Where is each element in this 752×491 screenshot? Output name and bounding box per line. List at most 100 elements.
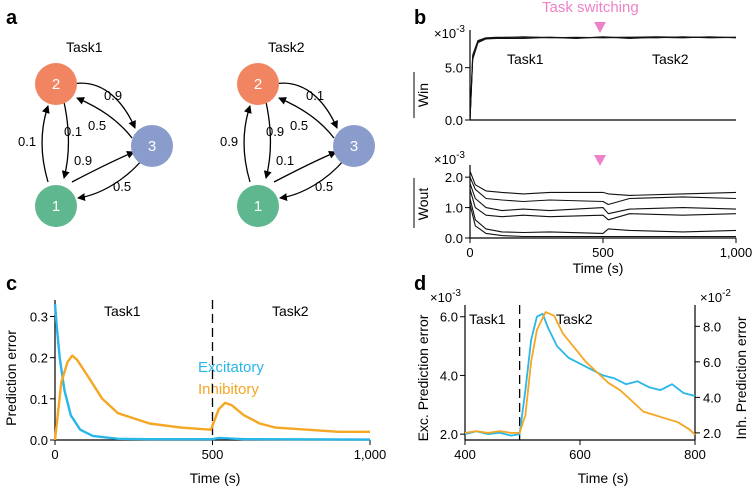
edge-3-to-2 xyxy=(76,97,133,139)
b-bottom-ytick-label: 0.0 xyxy=(445,231,463,246)
b-top-plot: 0.0 5.0 xyxy=(445,30,737,128)
c-ytick-label: 0.2 xyxy=(30,351,48,366)
weight-1-to-3: 0.9 xyxy=(74,153,92,168)
d-plot: 2.0 4.0 6.0 2.0 4.0 6.0 8.0 400 600 800 xyxy=(440,305,721,462)
node-3 xyxy=(333,125,375,167)
c-task2-label: Task2 xyxy=(272,303,309,319)
b-top-line-w2 xyxy=(469,36,737,121)
d-xlabel: Time (s) xyxy=(578,470,629,486)
edge-3-to-1 xyxy=(279,159,345,202)
edge-3-to-2 xyxy=(278,97,335,139)
b-bottom-ytick-label: 2.0 xyxy=(445,170,463,185)
network-task2-title: Task2 xyxy=(268,39,305,55)
node-2-label: 2 xyxy=(254,76,262,93)
d-left-exponent: ×10-3 xyxy=(430,288,461,305)
d-line-inhibitory xyxy=(464,311,696,436)
c-ytick-label: 0.1 xyxy=(30,392,48,407)
network-task1-title: Task1 xyxy=(66,39,103,55)
weight-3-to-2: 0.5 xyxy=(88,118,106,133)
node-1-label: 1 xyxy=(254,198,262,215)
d-line-excitatory xyxy=(464,312,696,437)
panel-c: c Task1 Task2 Excitatory Inhibitory Pred… xyxy=(3,273,386,486)
weight-2-to-3: 0.1 xyxy=(306,88,324,103)
b-bottom-xtick-label: 0 xyxy=(466,245,473,260)
d-right-ytick-label: 8.0 xyxy=(703,319,721,334)
d-left-ytick-label: 2.0 xyxy=(440,427,458,442)
c-line-inhibitory xyxy=(53,354,370,441)
d-right-ytick-label: 2.0 xyxy=(703,426,721,441)
b-xlabel: Time (s) xyxy=(573,260,624,276)
weight-2-to-1: 0.1 xyxy=(64,124,82,139)
edge-1-to-3 xyxy=(273,151,337,183)
c-ylabel: Prediction error xyxy=(3,330,19,426)
d-xtick-label: 800 xyxy=(684,447,706,462)
c-task1-label: Task1 xyxy=(104,303,141,319)
d-right-ytick-label: 6.0 xyxy=(703,355,721,370)
weight-2-to-3: 0.9 xyxy=(104,88,122,103)
c-line-excitatory xyxy=(53,304,371,441)
b-bottom-line-w2 xyxy=(469,176,737,206)
weight-2-to-1: 0.9 xyxy=(266,124,284,139)
d-xtick-label: 600 xyxy=(569,447,591,462)
b-bottom-line-w6 xyxy=(469,204,736,238)
node-3-label: 3 xyxy=(148,138,156,155)
edge-2-to-3 xyxy=(71,82,136,129)
b-top-ylabel: Win xyxy=(415,83,431,107)
weight-1-to-3: 0.1 xyxy=(276,153,294,168)
d-left-ytick-label: 4.0 xyxy=(440,368,458,383)
edge-1-to-2 xyxy=(243,105,252,183)
weight-3-to-1: 0.5 xyxy=(315,179,333,194)
b-top-task2-label: Task2 xyxy=(652,51,689,67)
weight-1-to-2: 0.9 xyxy=(220,134,238,149)
d-right-ytick-label: 4.0 xyxy=(703,390,721,405)
b-top-exponent: ×10-3 xyxy=(434,24,465,41)
network-task1: Task1 2 3 1 0.9 0.5 0.1 0.1 0.9 0.5 xyxy=(18,39,173,227)
task-switching-label: Task switching xyxy=(542,0,639,16)
d-ylabel-right: Inh. Prediction error xyxy=(733,316,749,439)
panel-b: b Task switching ×10-3 ×10-3 Win Wout Ta… xyxy=(413,0,752,276)
c-ytick-label: 0.0 xyxy=(30,433,48,448)
c-xlabel: Time (s) xyxy=(190,470,241,486)
weight-3-to-1: 0.5 xyxy=(113,179,131,194)
c-ytick-label: 0.3 xyxy=(30,309,48,324)
b-top-ytick-label: 5.0 xyxy=(445,61,463,76)
weight-3-to-2: 0.5 xyxy=(290,118,308,133)
edge-2-to-1 xyxy=(263,101,272,179)
c-xtick-label: 1,000 xyxy=(354,447,387,462)
node-3 xyxy=(131,125,173,167)
panel-b-letter: b xyxy=(414,7,426,29)
edge-1-to-3 xyxy=(71,151,135,183)
b-bottom-xtick-label: 1,000 xyxy=(720,245,752,260)
edge-1-to-2 xyxy=(41,105,50,183)
panel-d-letter: d xyxy=(414,273,426,295)
legend-excitatory: Excitatory xyxy=(198,359,264,376)
panel-a-letter: a xyxy=(6,7,18,29)
panel-c-letter: c xyxy=(6,273,17,295)
d-xtick-label: 400 xyxy=(454,447,476,462)
b-bottom-ytick-label: 1.0 xyxy=(445,201,463,216)
b-bottom-ylabel: Wout xyxy=(415,188,431,221)
node-2 xyxy=(35,63,77,105)
c-xtick-label: 0 xyxy=(51,447,58,462)
panel-d: d ×10-3 ×10-2 Task1 Task2 Exc. Predictio… xyxy=(414,273,749,486)
b-bottom-line-w5 xyxy=(469,198,737,234)
edge-2-to-1 xyxy=(61,101,70,179)
b-bottom-xtick-label: 500 xyxy=(592,245,614,260)
node-2 xyxy=(237,63,279,105)
c-xtick-label: 500 xyxy=(202,447,224,462)
node-1 xyxy=(35,185,77,227)
legend-inhibitory: Inhibitory xyxy=(198,381,259,398)
b-bottom-exponent: ×10-3 xyxy=(434,150,465,167)
b-bottom-line-w3 xyxy=(469,183,737,215)
b-bottom-plot: 0.0 1.0 2.0 0 500 1,000 xyxy=(445,165,752,260)
b-bottom-line-w1 xyxy=(469,170,737,196)
task-switch-marker-bottom xyxy=(594,155,606,166)
b-top-line-w3 xyxy=(469,36,737,121)
edge-3-to-1 xyxy=(77,159,143,202)
b-bottom-line-w4 xyxy=(469,189,737,221)
d-ylabel-left: Exc. Prediction error xyxy=(415,314,431,441)
node-1-label: 1 xyxy=(52,198,60,215)
b-top-task1-label: Task1 xyxy=(507,51,544,67)
panel-a: a Task1 2 3 1 0.9 0.5 0.1 0.1 0.9 0.5 xyxy=(6,7,375,227)
network-task2: Task2 2 3 1 0.1 0.5 0.9 0.9 0.1 0.5 xyxy=(220,39,375,227)
